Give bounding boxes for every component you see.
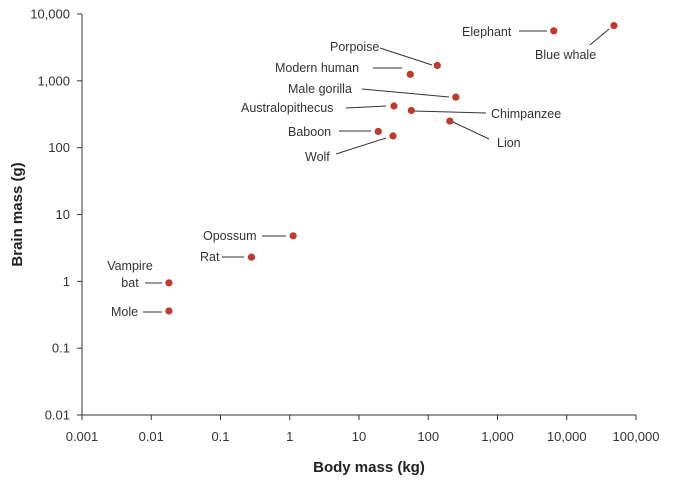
opossum-label: Opossum [203,229,257,243]
australopithecus-point [390,102,398,110]
chimpanzee-point [407,106,415,115]
blue-whale-label: Blue whale [535,48,596,62]
x-tick-label: 100,000 [613,429,660,444]
baboon-label: Baboon [288,125,331,139]
x-tick-label: 1,000 [481,429,514,444]
opossum-point [289,232,297,240]
chimpanzee-leader-line [413,110,487,114]
x-axis-title: Body mass (kg) [313,459,425,476]
lion-label: Lion [497,136,521,150]
y-tick-label: 0.01 [45,408,70,423]
lion-leader-line [452,121,490,140]
x-tick-label: 0.01 [139,429,164,444]
y-tick-label: 1 [63,274,70,289]
y-tick-label: 0.1 [52,341,70,356]
x-axis-ticks: 0.001 0.01 0.1 1 10 100 1,000 10,000 100,000 [66,415,660,444]
modern-human-label: Modern human [275,61,359,75]
male-gorilla-leader-line [361,88,450,98]
y-tick-label: 10,000 [30,7,70,22]
x-tick-label: 0.001 [66,429,99,444]
lion-point [446,117,454,125]
elephant-label: Elephant [462,25,512,39]
wolf-label: Wolf [305,150,330,164]
vampire-bat-label-line-1: Vampire [107,259,153,273]
y-tick-label: 1,000 [37,73,70,88]
vampire-bat-label-line-2: bat [121,276,139,290]
x-tick-label: 100 [417,429,439,444]
y-axis-ticks: 0.01 0.1 1 10 100 1,000 10,000 [30,7,82,423]
rat-label: Rat [200,250,220,264]
vampire-bat-point [165,279,173,287]
x-tick-label: 0.1 [211,429,229,444]
male-gorilla-point [452,93,460,101]
porpoise-leader-line [379,47,433,66]
blue-whale-point [610,22,618,30]
chimpanzee-label: Chimpanzee [491,107,561,121]
leader-lines [143,28,610,313]
x-tick-label: 10,000 [547,429,587,444]
australopithecus-label: Australopithecus [241,101,333,115]
australopithecus-leader-line [345,105,387,109]
data-points [165,22,618,315]
x-tick-label: 10 [352,429,366,444]
wolf-point [389,132,397,140]
baboon-point [374,127,382,136]
porpoise-label: Porpoise [330,40,379,54]
x-tick-label: 1 [286,429,293,444]
rat-point [247,253,256,261]
y-tick-label: 100 [48,140,70,155]
mole-point [165,307,173,315]
mole-label: Mole [111,305,138,319]
porpoise-point [433,61,441,70]
male-gorilla-label: Male gorilla [288,82,352,96]
y-axis-title: Brain mass (g) [9,162,26,266]
modern-human-point [406,70,414,78]
wolf-leader-line [335,137,387,155]
axes: 0.001 0.01 0.1 1 10 100 1,000 10,000 100,000 0.0… [30,7,659,445]
elephant-point [550,27,558,35]
point-labels: Elephant Blue whale Porpoise Modern human Ma… [107,25,596,319]
blue-whale-leader-line [589,28,610,46]
y-tick-label: 10 [56,207,70,222]
